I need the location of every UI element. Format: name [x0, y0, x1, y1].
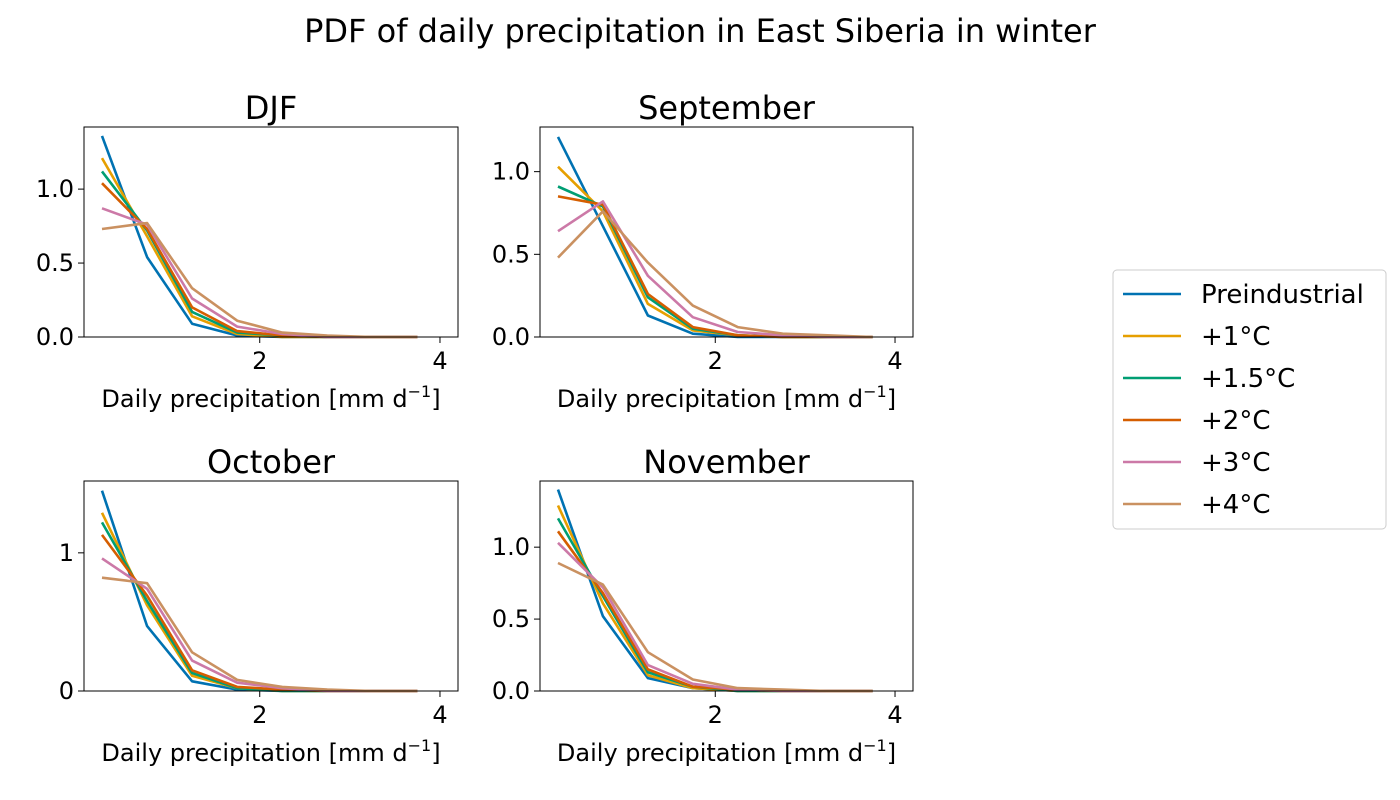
legend-label: +3°C [1201, 448, 1270, 478]
series-lines [100, 135, 418, 339]
series-line-2 [100, 521, 418, 693]
panel-october: October 2 4 0 1 Daily precipitation [mm d−1] [59, 443, 459, 767]
panel-title-november: November [643, 443, 810, 481]
y-tick-label: 0.5 [36, 249, 74, 277]
y-tick-label: 0.0 [492, 677, 530, 705]
series-line-1 [557, 165, 873, 339]
x-tick-label: 4 [887, 701, 902, 729]
series-line-2 [100, 170, 418, 339]
y-tick-label: 0 [59, 677, 74, 705]
y-tick-label: 0.5 [492, 605, 530, 633]
legend-label: +1°C [1201, 322, 1270, 352]
series-line-5 [557, 210, 873, 339]
axes-frame [83, 480, 459, 692]
y-tick-label: 0.0 [492, 323, 530, 351]
y-tick-label: 0.5 [492, 240, 530, 268]
x-tick-label: 4 [887, 347, 902, 375]
x-axis-label: Daily precipitation [mm d−1] [557, 382, 896, 413]
x-axis-label: Daily precipitation [mm d−1] [101, 382, 440, 413]
x-tick-label: 2 [708, 701, 723, 729]
y-tick-label: 0.0 [36, 323, 74, 351]
x-axis-label-text: Daily precipitation [mm d [557, 739, 863, 767]
legend-label: Preindustrial [1201, 280, 1364, 310]
series-line-0 [556, 136, 873, 339]
x-axis-label-bracket: ] [887, 385, 896, 413]
series-line-4 [101, 557, 418, 693]
panel-djf: DJF 2 4 0.0 0.5 1.0 Daily precipitation [mm d−… [36, 89, 459, 413]
legend-frame [1112, 269, 1387, 530]
series-lines [556, 136, 873, 339]
series-line-1 [100, 512, 418, 693]
panel-title-september: September [638, 89, 816, 127]
y-tick-label: 1 [59, 539, 74, 567]
series-line-4 [557, 541, 873, 693]
y-tick-label: 1.0 [492, 158, 530, 186]
panel-september: September 2 4 0.0 0.5 1.0 Daily precipitation … [492, 89, 914, 413]
x-axis-label-exponent: −1 [408, 382, 432, 401]
panel-november: November 2 4 0.0 0.5 1.0 Daily precipitation [… [492, 443, 914, 767]
x-tick-label: 2 [252, 701, 267, 729]
x-axis-label-bracket: ] [431, 385, 440, 413]
panel-title-october: October [207, 443, 336, 481]
series-line-5 [557, 561, 873, 693]
figure-title: PDF of daily precipitation in East Siber… [304, 12, 1097, 50]
x-axis-label: Daily precipitation [mm d−1] [557, 736, 896, 767]
x-axis-label-exponent: −1 [408, 736, 432, 755]
x-axis-label-exponent: −1 [863, 382, 887, 401]
y-tick-label: 1.0 [36, 175, 74, 203]
x-tick-label: 2 [252, 347, 267, 375]
axes-frame [539, 126, 914, 338]
legend-label: +1.5°C [1201, 364, 1295, 394]
y-tick-label: 1.0 [492, 533, 530, 561]
x-axis-label-text: Daily precipitation [mm d [101, 739, 407, 767]
x-axis-label-text: Daily precipitation [mm d [101, 385, 407, 413]
x-tick-label: 2 [708, 347, 723, 375]
x-axis-label-text: Daily precipitation [mm d [557, 385, 863, 413]
series-line-1 [100, 157, 418, 339]
series-lines [556, 489, 873, 693]
x-axis-label-bracket: ] [431, 739, 440, 767]
x-tick-label: 4 [432, 347, 447, 375]
legend: Preindustrial +1°C +1.5°C +2°C +3°C +4°C [1112, 269, 1387, 530]
x-axis-label: Daily precipitation [mm d−1] [101, 736, 440, 767]
x-tick-label: 4 [432, 701, 447, 729]
axes-frame [83, 126, 459, 338]
x-axis-label-exponent: −1 [863, 736, 887, 755]
x-axis-label-bracket: ] [887, 739, 896, 767]
series-lines [100, 490, 418, 693]
legend-label: +2°C [1201, 406, 1270, 436]
legend-label: +4°C [1201, 490, 1270, 520]
panel-title-djf: DJF [245, 89, 297, 127]
series-line-3 [556, 530, 873, 693]
axes-frame [539, 480, 914, 692]
series-line-3 [100, 534, 418, 693]
